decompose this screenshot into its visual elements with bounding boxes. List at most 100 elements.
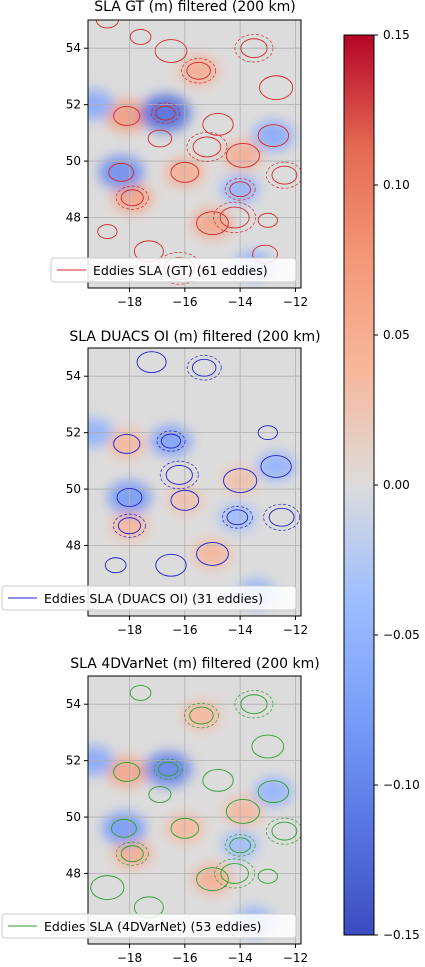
eddy-contour-outer	[115, 185, 149, 210]
colorbar-tick-label: 0.10	[383, 178, 410, 192]
y-tick-label: 50	[66, 810, 81, 824]
eddy-contour	[158, 761, 179, 777]
eddy-contour	[240, 38, 268, 59]
panel-gt: SLA GT (m) filtered (200 km) −18 −16 −14 −1…	[50, 0, 308, 309]
panel-4dvarnet: SLA 4DVarNet (m) filtered (200 km) −18 −1…	[1, 656, 320, 965]
eddy-contour-outer	[186, 132, 228, 162]
eddy-contour-outer	[184, 702, 219, 729]
y-tick-label: 48	[66, 538, 81, 552]
eddy-contour-outer	[156, 430, 186, 452]
y-tick-label: 52	[66, 98, 81, 112]
eddy-contour	[225, 799, 260, 824]
eddy-contour	[129, 685, 152, 701]
eddy-contour	[113, 762, 141, 782]
eddy-contour-outer	[234, 34, 274, 63]
colorbar-tick-label: 0.00	[383, 478, 410, 492]
legend-box	[1, 585, 297, 611]
legend: Eddies SLA (GT) (61 eddies)	[50, 257, 297, 283]
legend: Eddies SLA (4DVarNet) (53 eddies)	[1, 913, 297, 939]
sla-high-blob	[182, 701, 220, 730]
colorbar: 0.15 0.10 0.05 0.00 −0.05 −0.10 −0.15	[343, 28, 420, 942]
x-tick-label: −12	[283, 623, 308, 637]
y-tick-label: 52	[66, 426, 81, 440]
sla-low-blob	[256, 451, 296, 482]
x-tick-label: −14	[227, 951, 252, 965]
legend-label: Eddies SLA (GT) (61 eddies)	[93, 263, 268, 278]
eddy-contour	[104, 557, 127, 574]
x-tick-label: −14	[227, 295, 252, 309]
eddy-contour	[186, 61, 211, 80]
colorbar-tick-label: −0.15	[383, 928, 420, 942]
eddy-contour	[108, 162, 135, 182]
x-tick-label: −16	[172, 295, 197, 309]
eddy-contour	[271, 821, 298, 841]
colorbar-gradient	[343, 34, 375, 936]
legend-box	[50, 257, 297, 283]
eddy-contour	[191, 358, 217, 377]
eddy-contour	[259, 75, 294, 101]
eddy-contour	[147, 129, 173, 148]
x-tick-label: −18	[117, 295, 142, 309]
eddy-contour-outer	[153, 758, 183, 780]
eddy-contour	[170, 817, 200, 839]
panel-title: SLA 4DVarNet (m) filtered (200 km)	[70, 656, 319, 672]
eddy-contour	[257, 868, 278, 884]
eddy-contour	[113, 434, 141, 454]
eddy-contour	[116, 488, 143, 507]
eddy-contour	[155, 553, 187, 577]
x-tick-label: −18	[117, 623, 142, 637]
eddy-contour	[113, 106, 141, 126]
sla-high-blob	[193, 864, 232, 894]
eddy-contour-outer	[213, 201, 257, 234]
x-tick-label: −12	[283, 951, 308, 965]
eddy-contour	[170, 489, 200, 511]
eddy-contour	[97, 224, 118, 239]
sla-high-blob	[112, 182, 153, 213]
eddy-contour	[257, 124, 290, 148]
colorbar-tick-label: 0.05	[383, 328, 410, 342]
legend-label: Eddies SLA (4DVarNet) (53 eddies)	[44, 919, 261, 934]
eddy-contour	[220, 863, 249, 884]
sla-high-blob	[179, 56, 219, 86]
y-tick-label: 54	[66, 41, 81, 55]
sla-low-blob	[102, 811, 146, 845]
eddy-contour-outer	[221, 506, 253, 529]
y-tick-label: 48	[66, 866, 81, 880]
eddy-contour	[226, 509, 249, 526]
sla-low-blob	[98, 155, 144, 190]
sla-high-blob	[192, 207, 233, 239]
x-tick-label: −16	[172, 623, 197, 637]
eddy-contour	[229, 837, 251, 854]
x-tick-label: −18	[117, 951, 142, 965]
panel-title: SLA DUACS OI (m) filtered (200 km)	[69, 329, 320, 345]
plot-frame	[87, 675, 302, 945]
eddy-contour	[271, 165, 298, 185]
eddy-contour	[257, 425, 278, 441]
legend-box	[1, 913, 297, 939]
colorbar-tick-label: −0.05	[383, 628, 420, 642]
sla-high-blob	[224, 797, 262, 826]
plot-frame	[87, 19, 302, 289]
eddy-contour	[240, 694, 268, 715]
colorbar-ticks: 0.15 0.10 0.05 0.00 −0.05 −0.10 −0.15	[374, 28, 420, 942]
eddy-contour	[225, 143, 260, 168]
sla-high-blob	[193, 540, 232, 568]
x-tick-label: −14	[227, 623, 252, 637]
sla-high-blob	[223, 140, 263, 170]
eddy-contour	[155, 105, 176, 121]
plot-frame	[87, 347, 302, 617]
eddy-contour	[260, 455, 292, 478]
x-tick-label: −16	[172, 951, 197, 965]
eddy-contour-outer	[115, 841, 149, 866]
sla-low-blob	[253, 120, 294, 151]
panel-duacs: SLA DUACS OI (m) filtered (200 km) −18 −1…	[1, 329, 321, 637]
eddy-contour-outer	[224, 834, 256, 857]
eddy-contour-outer	[186, 355, 222, 381]
eddy-contour	[202, 768, 234, 792]
eddy-contour	[120, 845, 144, 863]
eddy-contour	[196, 542, 229, 566]
sla-high-blob	[106, 756, 147, 788]
eddy-contour	[219, 206, 250, 229]
eddy-contour	[202, 112, 234, 136]
